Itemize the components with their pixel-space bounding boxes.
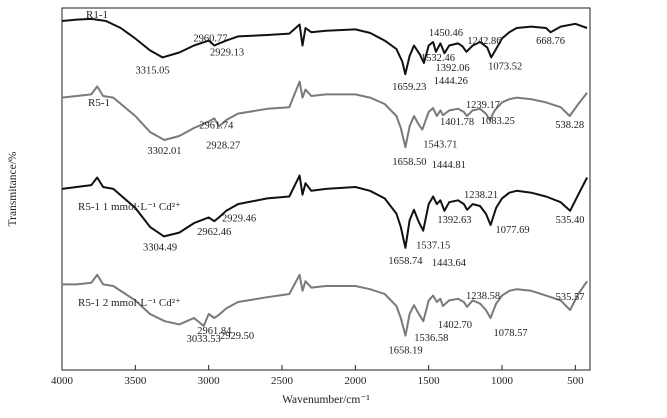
peak-label: 668.76	[536, 36, 565, 47]
y-axis-title: Transmitance/%	[7, 151, 19, 226]
peak-label: 1444.26	[434, 76, 468, 87]
peak-label: 1543.71	[423, 140, 457, 151]
x-tick-label: 2000	[344, 375, 367, 387]
peak-label: 3302.01	[147, 146, 181, 157]
peak-label: 1537.15	[416, 241, 450, 252]
series-label-4: R5-1 2 mmol·L⁻¹ Cd²⁺	[78, 297, 181, 309]
series-line-1	[61, 17, 588, 76]
peak-label: 1659.23	[392, 82, 426, 93]
plot-frame	[61, 7, 591, 371]
x-axis-title: Wavenumber/cm⁻¹	[282, 394, 370, 406]
peak-label: 2929.13	[210, 47, 244, 58]
peak-label: 2929.46	[222, 213, 256, 224]
x-tick-label: 3500	[124, 375, 147, 387]
peak-label: 2962.46	[197, 227, 231, 238]
peak-label: 1450.46	[429, 28, 463, 39]
peak-label: 1536.58	[414, 333, 448, 344]
peak-label: 1401.78	[440, 117, 474, 128]
peak-label: 1238.21	[464, 190, 498, 201]
peak-label: 1392.63	[437, 215, 471, 226]
peak-label: 2961.84	[197, 326, 232, 337]
x-tick-label: 2500	[271, 375, 294, 387]
peak-label: 1658.50	[392, 157, 426, 168]
series-label-1: R1-1	[86, 9, 108, 21]
x-tick-label: 1000	[491, 375, 514, 387]
series-line-4	[62, 273, 588, 337]
peak-label: 1077.69	[496, 225, 530, 236]
peak-label: 1238.58	[466, 291, 500, 302]
peak-label: 1658.19	[388, 346, 422, 357]
peak-label: 1402.70	[438, 320, 472, 331]
peak-label: 1443.64	[432, 258, 467, 269]
peak-label: 1658.74	[388, 256, 423, 267]
peak-label: 538.28	[555, 120, 584, 131]
peak-label: 1073.52	[488, 61, 522, 72]
series-label-2: R5-1	[88, 97, 110, 109]
peak-label: 3304.49	[143, 242, 177, 253]
x-tick-label: 500	[567, 375, 584, 387]
x-axis: 4000 3500 3000 2500 2000 1500 1000 500	[51, 365, 584, 387]
peak-label: 3315.05	[135, 65, 169, 76]
peak-label: 535.40	[556, 215, 585, 226]
peak-label: 2929.50	[220, 331, 254, 342]
series-label-3: R5-1 1 mmol·L⁻¹ Cd²⁺	[78, 201, 181, 213]
peak-label: 3033.53	[187, 334, 221, 345]
series-line-2	[61, 80, 588, 149]
peak-label: 1078.57	[493, 328, 527, 339]
peak-label: 2960.77	[193, 34, 227, 45]
series-line-3	[61, 174, 588, 249]
x-tick-label: 1500	[418, 375, 441, 387]
peak-label: 2961.74	[199, 120, 234, 131]
peak-label: 1242.86	[467, 36, 501, 47]
peak-label: 2928.27	[206, 140, 240, 151]
peak-label: 1083.25	[481, 116, 515, 127]
x-tick-label: 3000	[198, 375, 221, 387]
peak-label: 1444.81	[432, 160, 466, 171]
peak-label: 1239.17	[466, 100, 500, 111]
series-layer: R1-1 R5-1 R5-1 1 mmol·L⁻¹ Cd²⁺ R5-1 2 mmol·…	[61, 9, 588, 337]
peak-label: 535.57	[556, 292, 585, 303]
peak-label: 1392.06	[435, 63, 469, 74]
x-tick-label: 4000	[51, 375, 74, 387]
annotation-layer: 3315.05 2960.77 2929.13 1659.23 1532.46 1450.…	[135, 28, 584, 357]
peak-label: 1532.46	[421, 53, 455, 64]
